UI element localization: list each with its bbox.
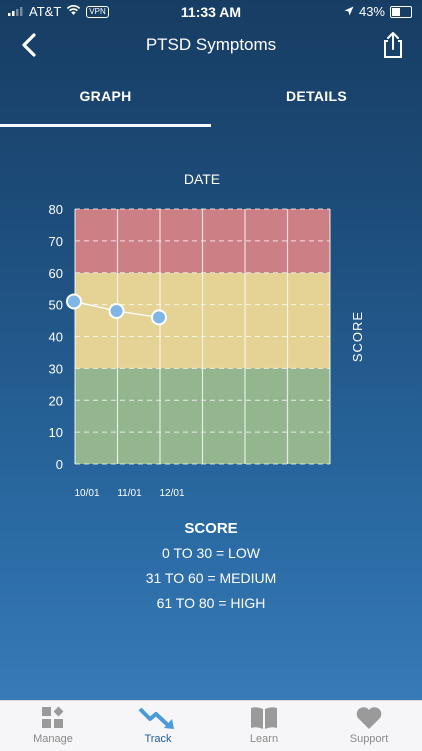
battery-percent: 43% <box>358 4 385 19</box>
tabbar-item-learn[interactable]: Learn <box>219 705 309 745</box>
page-title: PTSD Symptoms <box>145 35 277 54</box>
y-tick-label: 80 <box>49 202 63 217</box>
y-tick-label: 40 <box>49 330 63 345</box>
status-bar: AT&T VPN 11:33 AM 43% <box>0 0 422 26</box>
battery-icon <box>390 5 412 18</box>
y-axis-title: SCORE <box>350 311 365 362</box>
learn-icon <box>251 707 277 729</box>
tabbar-label-learn: Learn <box>249 733 279 745</box>
y-tick-label: 20 <box>49 393 63 408</box>
x-tick-label: 10/01 <box>74 488 99 499</box>
chart-title: DATE <box>183 171 221 187</box>
tab-active-indicator <box>0 124 211 127</box>
signal-icon <box>8 4 24 19</box>
tabbar-item-support[interactable]: Support <box>324 705 414 745</box>
data-point <box>151 309 167 326</box>
segmented-tabs: GRAPH DETAILS <box>0 76 422 128</box>
y-tick-label: 60 <box>49 266 63 281</box>
tabbar-label-manage: Manage <box>33 733 73 745</box>
back-button[interactable] <box>14 28 48 62</box>
chevron-left-icon <box>22 33 36 57</box>
tab-details[interactable]: DETAILS <box>286 88 347 104</box>
y-tick-label: 0 <box>56 457 63 472</box>
share-button[interactable] <box>376 28 410 62</box>
carrier-label: AT&T <box>29 4 62 19</box>
x-tick-label: 12/01 <box>159 488 184 499</box>
wifi-icon <box>66 4 81 19</box>
legend-title: SCORE <box>184 520 238 537</box>
bottom-tab-bar: Manage Track Learn Support <box>0 700 422 751</box>
y-tick-label: 10 <box>49 425 63 440</box>
data-point <box>108 303 125 319</box>
x-tick-label: 11/01 <box>117 488 142 499</box>
y-tick-label: 70 <box>49 234 63 249</box>
score-chart: 0 10 20 30 40 50 60 70 80 SCORE 10/01 11/01 12/01 <box>49 202 365 499</box>
tab-graph[interactable]: GRAPH <box>79 88 132 104</box>
legend-row-high: 61 TO 80 = HIGH <box>156 595 266 611</box>
location-icon <box>344 4 354 19</box>
legend-row-low: 0 TO 30 = LOW <box>162 545 260 561</box>
status-time: 11:33 AM <box>180 4 242 20</box>
legend-row-medium: 31 TO 60 = MEDIUM <box>145 570 277 586</box>
nav-header: PTSD Symptoms <box>0 26 422 66</box>
tabbar-item-manage[interactable]: Manage <box>8 705 98 745</box>
share-icon <box>384 32 402 58</box>
tabbar-label-track: Track <box>144 733 172 745</box>
score-legend: SCORE 0 TO 30 = LOW 31 TO 60 = MEDIUM 61… <box>0 520 422 620</box>
tabbar-item-track[interactable]: Track <box>113 705 203 745</box>
y-tick-label: 30 <box>49 361 63 376</box>
y-tick-label: 50 <box>49 298 63 313</box>
vpn-badge: VPN <box>86 5 109 18</box>
support-icon <box>356 707 382 729</box>
track-icon <box>138 707 174 729</box>
manage-icon <box>42 706 64 728</box>
data-point <box>66 293 82 310</box>
tabbar-label-support: Support <box>349 733 389 745</box>
